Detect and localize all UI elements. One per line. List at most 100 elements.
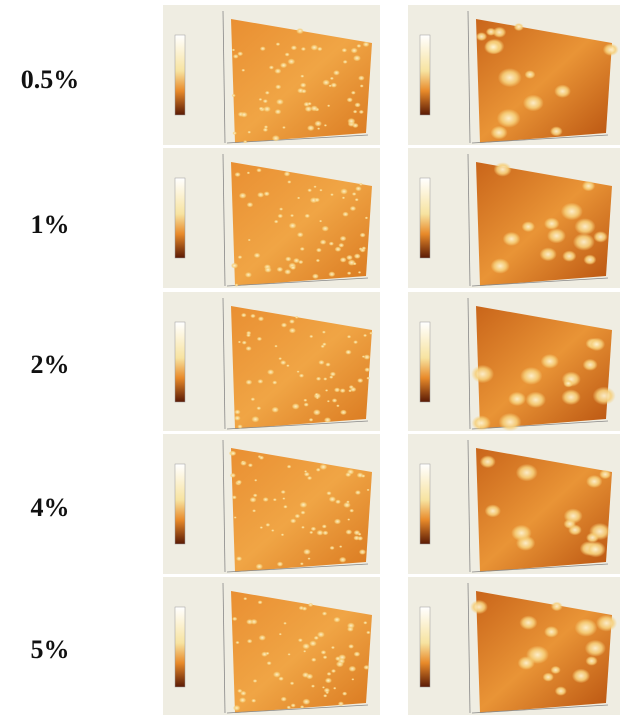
surface-feature <box>262 99 268 104</box>
axis-line <box>471 277 609 287</box>
surface-feature <box>279 62 288 69</box>
surface-feature <box>246 619 254 625</box>
surface-feature <box>361 474 366 478</box>
color-scale <box>419 177 431 259</box>
surface-feature <box>298 605 304 611</box>
surface-feature <box>304 213 310 219</box>
surface-feature <box>331 398 338 403</box>
surface-feature <box>275 84 282 90</box>
surface-feature <box>320 344 325 349</box>
surface-feature <box>347 117 356 125</box>
surface-feature <box>280 322 288 328</box>
surface-feature <box>521 221 535 233</box>
surface-feature <box>249 496 257 503</box>
surface-feature <box>584 639 606 657</box>
surface-feature <box>243 597 248 601</box>
surface-feature <box>312 409 321 416</box>
surface-feature <box>342 211 349 217</box>
surface-feature <box>554 686 567 696</box>
surface-feature <box>349 205 357 212</box>
surface-feature <box>287 180 292 184</box>
surface-feature <box>325 362 331 367</box>
surface-feature <box>290 703 296 708</box>
surface-feature <box>299 562 304 566</box>
surface-feature <box>289 681 295 686</box>
surface-feature <box>286 705 291 710</box>
surface-feature <box>550 601 563 612</box>
surface-feature <box>276 266 284 273</box>
surface-feature <box>321 330 326 334</box>
axis-line <box>222 10 226 144</box>
surface-feature <box>326 399 330 403</box>
surface-feature <box>359 182 363 186</box>
surface-feature <box>275 42 281 46</box>
surface-feature <box>348 644 354 649</box>
surface-feature <box>280 696 287 702</box>
surface-feature <box>311 273 319 280</box>
surface-feature <box>315 467 321 472</box>
surface-feature <box>563 379 574 388</box>
axis-line <box>467 582 471 714</box>
surface-feature <box>252 493 258 498</box>
surface-feature <box>345 472 352 478</box>
surface-feature <box>272 671 281 678</box>
surface <box>231 19 372 143</box>
surface-feature <box>493 162 512 177</box>
surface-feature <box>554 84 571 98</box>
surface-feature <box>362 41 370 48</box>
surface-feature <box>298 373 305 378</box>
surface-feature <box>315 396 319 400</box>
surface-feature <box>263 191 270 197</box>
surface-feature <box>289 319 295 324</box>
surface-feature <box>236 479 242 485</box>
surface-feature <box>257 192 265 198</box>
surface-feature <box>263 125 269 129</box>
row-label: 0.5% <box>21 65 80 94</box>
surface-feature <box>288 222 297 229</box>
surface-feature <box>355 186 362 192</box>
axis-line <box>226 563 369 573</box>
surface-feature <box>334 246 342 252</box>
surface-feature <box>346 271 352 275</box>
surface-feature <box>544 217 560 230</box>
surface-feature <box>479 455 496 469</box>
surface-feature <box>562 250 577 262</box>
surface-feature <box>313 635 319 640</box>
surface-feature <box>288 327 296 334</box>
surface-feature <box>283 171 291 177</box>
surface-feature <box>322 655 328 660</box>
surface-feature <box>525 391 546 408</box>
surface-feature <box>251 416 260 423</box>
axis-line <box>222 582 226 714</box>
surface-feature <box>258 97 263 101</box>
surface-feature <box>246 638 253 644</box>
surface-feature <box>294 513 301 519</box>
surface-feature <box>307 475 313 481</box>
surface-feature <box>296 370 300 373</box>
surface-feature <box>311 657 317 662</box>
surface-feature <box>321 686 325 689</box>
surface-feature <box>339 257 347 263</box>
surface-feature <box>526 645 549 664</box>
surface-feature <box>347 518 351 521</box>
surface-feature <box>246 333 251 338</box>
surface-feature <box>250 313 256 319</box>
surface-feature <box>339 235 347 242</box>
surface-feature <box>256 406 262 411</box>
surface-feature <box>354 490 361 495</box>
afm-panel <box>163 434 380 574</box>
surface-feature <box>300 46 306 51</box>
surface-feature <box>229 472 236 478</box>
surface-feature <box>338 242 345 248</box>
surface-feature <box>563 518 577 529</box>
surface-feature <box>319 239 327 245</box>
surface-feature <box>274 68 282 74</box>
surface-feature <box>542 672 554 682</box>
row-label: 1% <box>31 210 70 239</box>
color-scale <box>419 321 431 403</box>
surface <box>231 306 372 429</box>
surface-feature <box>602 43 619 56</box>
surface-feature <box>245 346 252 351</box>
surface-feature <box>315 258 320 263</box>
